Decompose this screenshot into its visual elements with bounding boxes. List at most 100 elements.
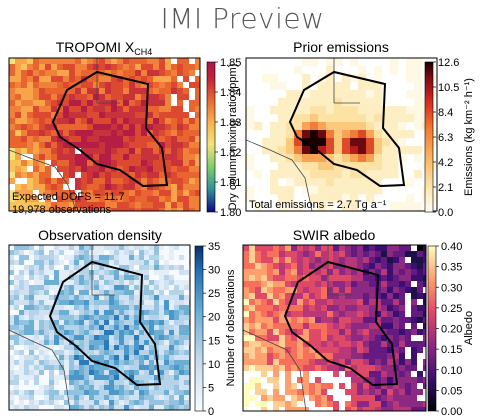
heatmap-cell: [9, 270, 15, 276]
heatmap-cell: [291, 407, 298, 411]
colorbar-density: [194, 245, 204, 412]
heatmap-cell: [321, 329, 328, 336]
heatmap-cell: [291, 245, 298, 252]
heatmap-cell: [249, 377, 256, 384]
heatmap-cell: [398, 130, 407, 139]
heatmap-cell: [411, 347, 418, 354]
heatmap-cell: [315, 263, 322, 270]
heatmap-cell: [381, 263, 388, 270]
heatmap-cell: [21, 196, 28, 203]
heatmap-cell: [363, 311, 370, 318]
heatmap-cell: [302, 122, 311, 131]
heatmap-cell: [104, 405, 110, 410]
heatmap-cell: [74, 275, 80, 281]
heatmap-cell: [405, 389, 412, 396]
heatmap-cell: [64, 295, 70, 301]
heatmap-cell: [79, 400, 85, 406]
heatmap-cell: [159, 285, 165, 291]
heatmap-cell: [399, 317, 406, 324]
heatmap-cell: [81, 130, 88, 137]
heatmap-cell: [34, 345, 40, 351]
heatmap-cell: [123, 100, 130, 107]
heatmap-cell: [51, 142, 58, 149]
heatmap-cell: [111, 184, 118, 191]
heatmap-cell: [374, 66, 383, 75]
heatmap-cell: [19, 400, 25, 406]
border-line: [91, 245, 115, 296]
heatmap-cell: [9, 305, 15, 311]
heatmap-cell: [294, 170, 303, 179]
heatmap-cell: [59, 280, 65, 286]
heatmap-cell: [45, 178, 52, 185]
heatmap-cell: [183, 202, 190, 209]
heatmap-cell: [345, 257, 352, 264]
heatmap-cell: [129, 380, 135, 386]
heatmap-cell: [159, 385, 165, 391]
heatmap-cell: [63, 100, 70, 107]
heatmap-cell: [254, 122, 263, 131]
heatmap-cell: [430, 74, 437, 83]
heatmap-cell: [9, 330, 15, 336]
heatmap-cell: [34, 355, 40, 361]
panel-title-albedo: SWIR albedo: [293, 227, 376, 243]
heatmap-cells-tropomi: [9, 58, 200, 211]
heatmap-cell: [159, 390, 165, 396]
heatmap-cell: [171, 106, 178, 113]
heatmap-cell: [134, 265, 140, 271]
heatmap-cell: [149, 340, 155, 346]
heatmap-cell: [27, 70, 34, 77]
heatmap-cell: [326, 114, 335, 123]
heatmap-cell: [183, 190, 190, 197]
heatmap-cell: [79, 395, 85, 401]
heatmap-cell: [357, 293, 364, 300]
heatmap-cell: [291, 275, 298, 282]
heatmap-cell: [44, 370, 50, 376]
heatmap-cell: [189, 118, 196, 125]
heatmap-cell: [33, 178, 40, 185]
heatmap-cell: [406, 146, 415, 155]
heatmap-cell: [411, 293, 418, 300]
heatmap-cell: [184, 295, 190, 301]
heatmap-cell: [147, 142, 154, 149]
heatmap-cell: [174, 270, 180, 276]
heatmap-cell: [129, 290, 135, 296]
heatmap-cell: [351, 383, 358, 390]
heatmap-cell: [183, 76, 190, 83]
heatmap-cell: [111, 130, 118, 137]
heatmap-cell: [297, 359, 304, 366]
heatmap-cell: [33, 142, 40, 149]
heatmap-cell: [54, 340, 60, 346]
heatmap-cell: [363, 341, 370, 348]
heatmap-cell: [291, 359, 298, 366]
heatmap-cell: [177, 112, 184, 119]
heatmap-cell: [381, 353, 388, 360]
heatmap-cell: [75, 166, 82, 173]
heatmap-cell: [134, 285, 140, 291]
heatmap-cell: [129, 350, 135, 356]
heatmap-cell: [14, 270, 20, 276]
heatmap-cell: [54, 395, 60, 401]
heatmap-cell: [21, 160, 28, 167]
heatmap-cell: [390, 114, 399, 123]
heatmap-cell: [195, 112, 200, 119]
heatmap-cell: [144, 245, 150, 251]
heatmap-cell: [267, 305, 274, 312]
heatmap-cell: [321, 365, 328, 372]
heatmap-cell: [57, 136, 64, 143]
heatmap-cell: [174, 255, 180, 261]
heatmap-cell: [59, 370, 65, 376]
heatmap-cell: [75, 184, 82, 191]
heatmap-cell: [164, 400, 170, 406]
heatmap-cell: [249, 395, 256, 402]
heatmap-cell: [105, 142, 112, 149]
heatmap-cell: [59, 365, 65, 371]
heatmap-cell: [15, 94, 22, 101]
heatmap-cell: [423, 365, 426, 372]
heatmap-cell: [174, 325, 180, 331]
heatmap-cell: [189, 160, 196, 167]
heatmap-cell: [406, 178, 415, 187]
heatmap-cell: [123, 82, 130, 89]
heatmap-cell: [93, 208, 100, 211]
heatmap-cell: [381, 311, 388, 318]
heatmap-cell: [64, 390, 70, 396]
